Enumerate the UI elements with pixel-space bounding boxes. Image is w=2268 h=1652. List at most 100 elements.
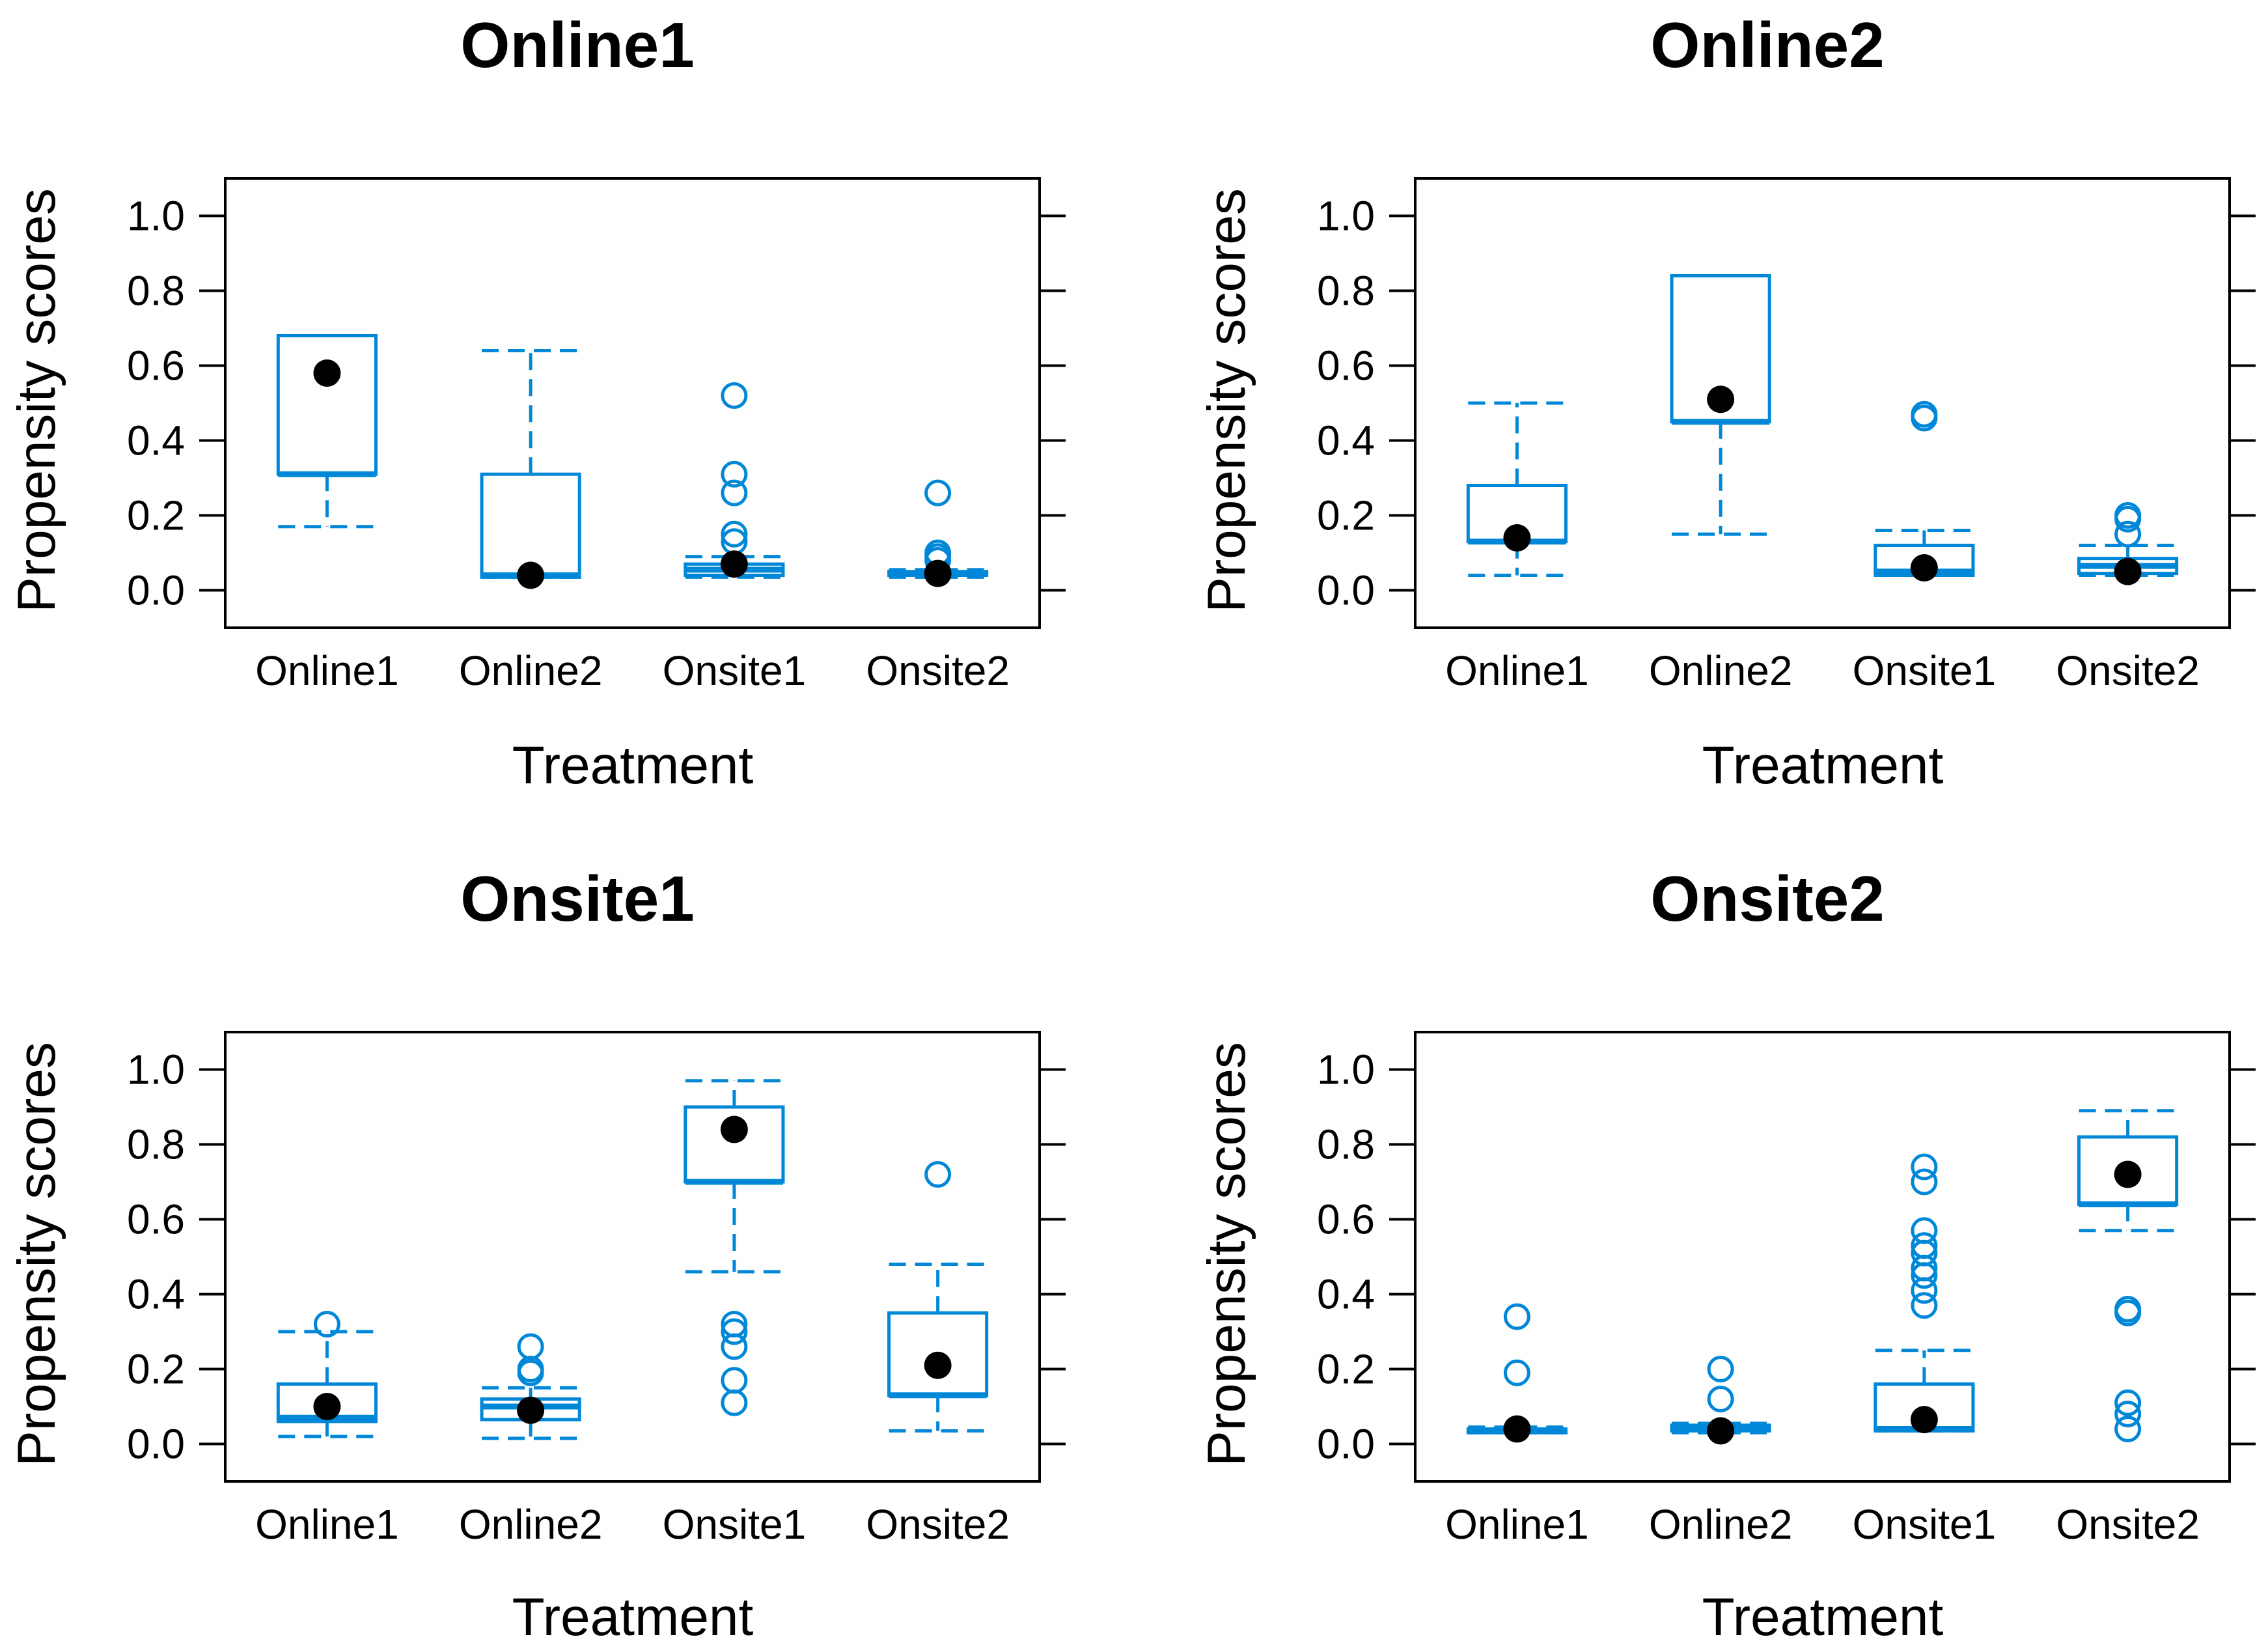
y-axis-label: Propensity scores (1197, 188, 1256, 613)
mean-point (1707, 385, 1735, 413)
box-onsite2 (887, 479, 989, 587)
outlier-point (517, 1359, 544, 1386)
plot-frame (224, 1031, 1041, 1483)
mean-point (2114, 557, 2142, 585)
box-online2 (1670, 1356, 1771, 1445)
outlier-point (1707, 1386, 1734, 1412)
box-online2 (480, 1333, 581, 1440)
x-tick-label: Online2 (459, 647, 603, 694)
outlier-point (2114, 505, 2142, 533)
plot-area: 0.0 0.2 0.4 0.6 0.8 1.0 Online1 Online2 Onsite1 O… (127, 177, 1066, 694)
panel-title: Onsite1 (460, 863, 694, 934)
outlier-point (721, 1318, 748, 1345)
y-axis-label: Propensity scores (7, 188, 66, 613)
x-tick-label: Onsite2 (2056, 1501, 2200, 1548)
box-onsite1 (1874, 1153, 1975, 1434)
panel-title: Online1 (460, 9, 694, 81)
outlier-point (721, 1389, 748, 1416)
outlier-point (2114, 1416, 2142, 1442)
y-tick-label: 0.8 (1317, 1121, 1375, 1168)
x-tick-label: Online1 (255, 647, 399, 694)
x-tick-label: Onsite1 (663, 1501, 807, 1548)
x-tick-label: Onsite1 (1853, 647, 1997, 694)
outlier-point (1911, 1262, 1938, 1289)
y-tick-label: 0.8 (127, 268, 185, 315)
mean-point (924, 559, 952, 587)
box-online1 (1466, 401, 1568, 577)
y-tick-label: 0.0 (1317, 567, 1375, 614)
x-tick-label: Online1 (1445, 647, 1589, 694)
y-tick-label: 0.2 (1317, 492, 1375, 539)
outlier-point (1911, 404, 1938, 432)
x-axis-label: Treatment (512, 736, 754, 795)
x-tick-label: Online2 (459, 1501, 603, 1548)
y-tick-label: 0.2 (1317, 1346, 1375, 1393)
plot-frame (1414, 1031, 2231, 1483)
outlier-point (1911, 1153, 1938, 1181)
mean-point (1910, 554, 1938, 581)
outlier-point (1707, 1356, 1734, 1382)
y-tick-label: 0.2 (127, 492, 185, 539)
x-tick-label: Onsite1 (663, 647, 807, 694)
y-tick-label: 0.4 (127, 417, 185, 464)
outlier-point (924, 479, 952, 507)
y-tick-label: 0.0 (127, 567, 185, 614)
panel-4: Onsite2 Treatment Propensity scores 0.0 0… (1197, 863, 2256, 1647)
plot-frame (224, 177, 1041, 629)
x-tick-label: Online1 (1445, 1501, 1589, 1548)
y-axis-label: Propensity scores (7, 1042, 66, 1466)
x-tick-label: Online2 (1649, 647, 1793, 694)
box-onsite2 (2077, 1109, 2179, 1442)
panel-3: Onsite1 Treatment Propensity scores 0.00… (7, 863, 1066, 1647)
outlier-point (2114, 520, 2142, 548)
outlier-point (1503, 1359, 1530, 1386)
box-online1 (276, 1311, 378, 1438)
mean-point (1910, 1406, 1938, 1434)
outlier-point (721, 460, 748, 488)
outlier-point (721, 520, 748, 548)
x-tick-label: Onsite1 (1853, 1501, 1997, 1548)
y-tick-label: 0.0 (1317, 1421, 1375, 1468)
y-tick-label: 1.0 (127, 1046, 185, 1093)
outlier-point (1503, 1303, 1530, 1330)
mean-point (313, 1393, 341, 1420)
panel-2: Online2 Treatment Propensity scores 0.0 0… (1197, 9, 2256, 795)
y-tick-label: 0.8 (127, 1121, 185, 1168)
x-tick-label: Online2 (1649, 1501, 1793, 1548)
outlier-point (1911, 1277, 1938, 1304)
mean-point (1707, 1417, 1735, 1445)
y-axis-label: Propensity scores (1197, 1042, 1256, 1466)
box-onsite1 (684, 1079, 785, 1416)
outlier-point (313, 1311, 340, 1337)
mean-point (720, 1115, 748, 1143)
box-onsite2 (2077, 502, 2179, 585)
y-tick-label: 0.6 (1317, 1196, 1375, 1243)
x-axis-label: Treatment (1702, 1588, 1944, 1647)
y-tick-label: 0.4 (127, 1271, 185, 1318)
box-onsite2 (887, 1161, 989, 1433)
outlier-point (924, 1161, 952, 1188)
y-tick-label: 0.4 (1317, 1271, 1375, 1318)
panel-title: Online2 (1650, 9, 1884, 81)
x-axis-label: Treatment (512, 1588, 754, 1647)
box-onsite1 (1874, 400, 1975, 581)
box-onsite1 (684, 382, 785, 579)
y-tick-label: 0.8 (1317, 268, 1375, 315)
x-tick-label: Onsite2 (866, 647, 1010, 694)
mean-point (517, 1396, 545, 1424)
x-axis-label: Treatment (1702, 736, 1944, 795)
outlier-point (1911, 1292, 1938, 1319)
y-tick-label: 1.0 (1317, 193, 1375, 240)
mean-point (2114, 1160, 2142, 1188)
box-online2 (1670, 274, 1771, 536)
outlier-point (721, 1333, 748, 1360)
x-tick-label: Onsite2 (866, 1501, 1010, 1548)
outlier-point (1911, 1168, 1938, 1196)
y-tick-label: 0.6 (127, 343, 185, 389)
box-body (276, 1382, 378, 1423)
box-online1 (276, 334, 378, 529)
mean-point (1503, 1415, 1531, 1443)
outlier-point (2114, 1389, 2142, 1416)
outlier-point (721, 382, 748, 409)
